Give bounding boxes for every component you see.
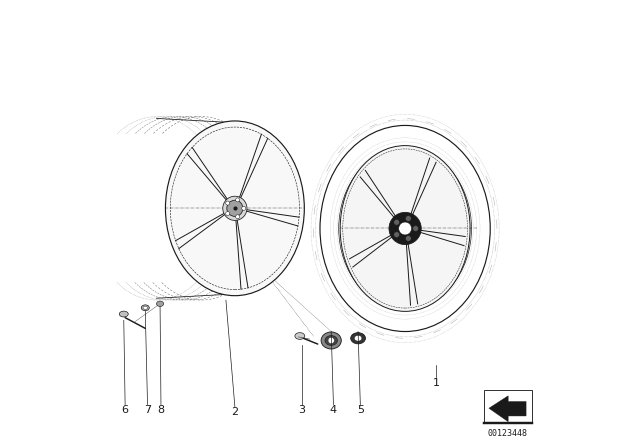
Ellipse shape <box>295 332 305 340</box>
Circle shape <box>394 232 399 237</box>
Text: 3: 3 <box>299 405 305 415</box>
Ellipse shape <box>325 336 337 345</box>
Text: 00123448: 00123448 <box>488 429 528 438</box>
Text: 4: 4 <box>330 405 337 415</box>
Text: 1: 1 <box>433 378 440 388</box>
Ellipse shape <box>143 306 148 310</box>
Circle shape <box>328 337 334 344</box>
Polygon shape <box>489 396 526 422</box>
Circle shape <box>227 200 243 216</box>
Circle shape <box>406 215 411 221</box>
Circle shape <box>399 222 412 235</box>
Circle shape <box>413 226 419 231</box>
Ellipse shape <box>157 301 164 306</box>
Circle shape <box>394 220 399 225</box>
Bar <box>484 390 532 423</box>
Ellipse shape <box>351 332 365 344</box>
Circle shape <box>389 212 421 245</box>
Text: 5: 5 <box>357 405 364 415</box>
Circle shape <box>236 215 239 219</box>
Circle shape <box>236 198 239 202</box>
Text: 7: 7 <box>144 405 151 415</box>
Ellipse shape <box>141 305 149 311</box>
Ellipse shape <box>165 121 305 296</box>
Ellipse shape <box>119 311 128 317</box>
Circle shape <box>242 206 246 211</box>
Ellipse shape <box>355 335 362 341</box>
Text: 8: 8 <box>157 405 164 415</box>
Circle shape <box>226 201 230 205</box>
Ellipse shape <box>340 146 470 311</box>
Text: 6: 6 <box>122 405 129 415</box>
Circle shape <box>406 236 411 241</box>
Circle shape <box>226 211 230 215</box>
Text: 2: 2 <box>231 407 239 417</box>
Circle shape <box>223 196 247 220</box>
Ellipse shape <box>321 332 341 349</box>
